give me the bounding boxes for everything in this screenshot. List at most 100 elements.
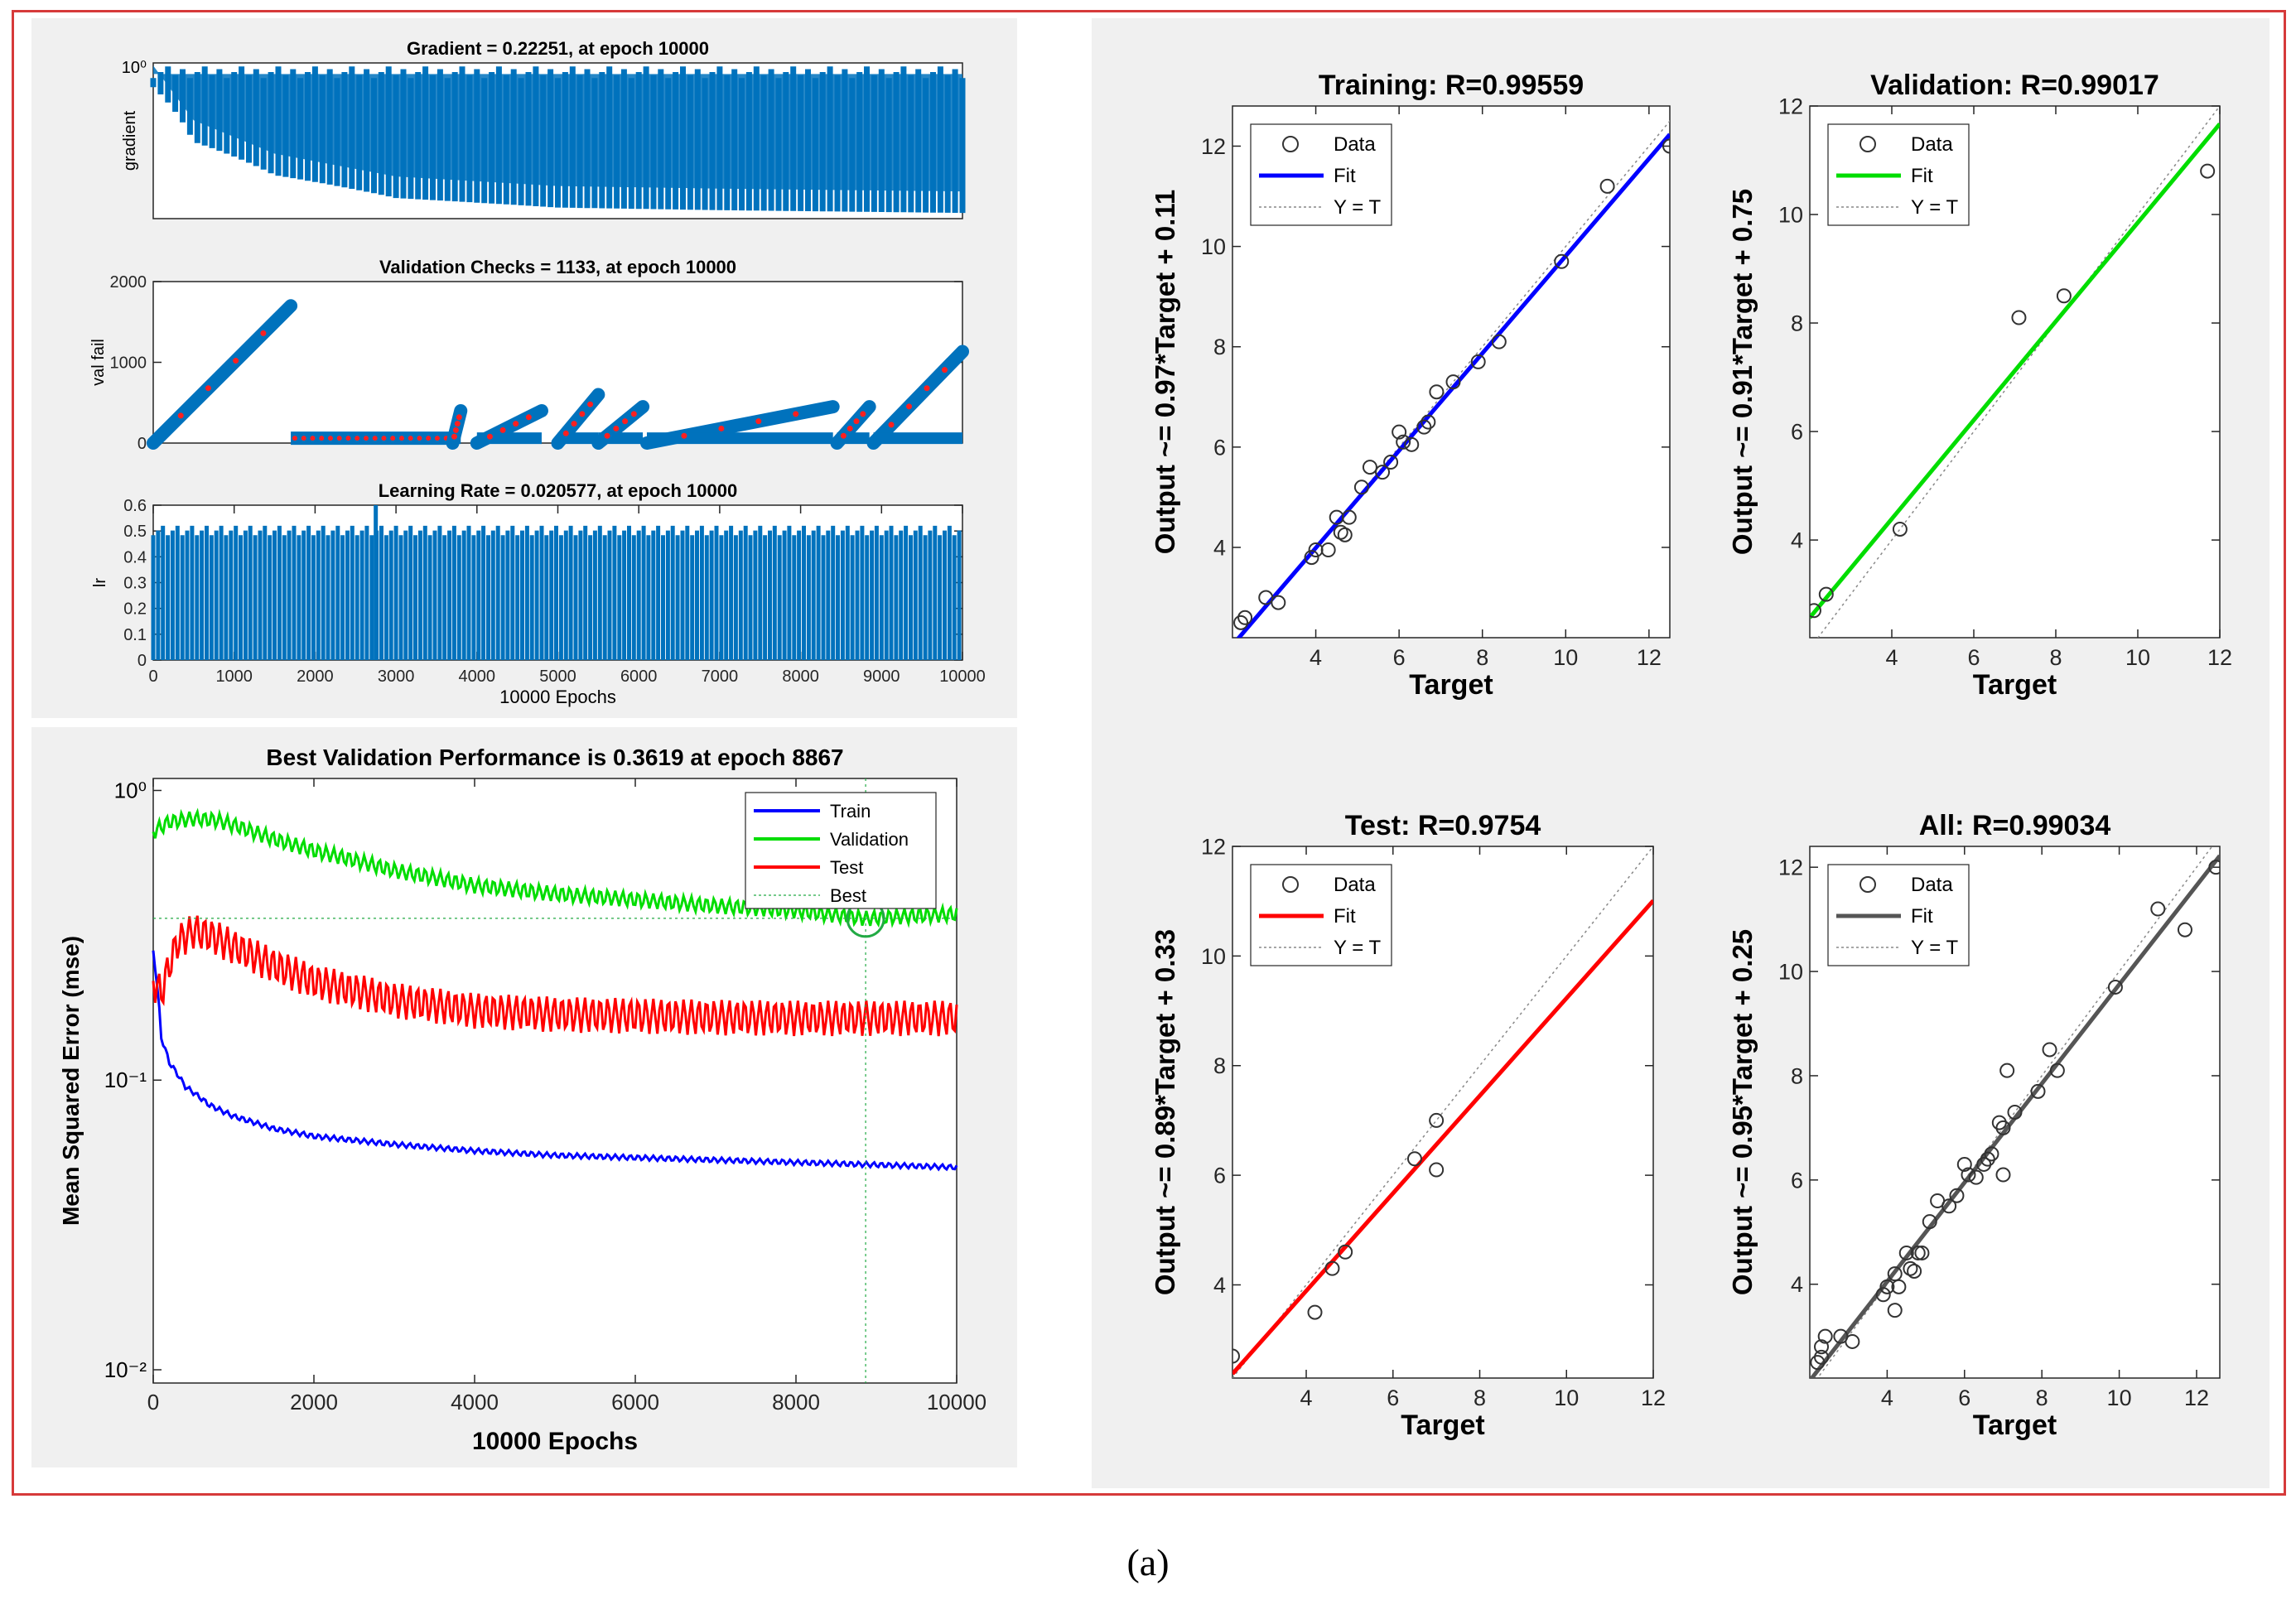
data-point bbox=[1421, 414, 1436, 430]
x-tick-label: 10 bbox=[2107, 1386, 2132, 1410]
test-plot-area bbox=[1232, 846, 1653, 1378]
x-tick-label: 4000 bbox=[451, 1390, 499, 1414]
valfail-title: Validation Checks = 1133, at epoch 10000 bbox=[379, 257, 736, 277]
valfail-mark bbox=[363, 436, 369, 441]
training-title: Training: R=0.99559 bbox=[1319, 70, 1584, 101]
training-legend: Data Fit Y = T bbox=[1250, 123, 1392, 226]
x-tick-label: 4 bbox=[1310, 645, 1322, 670]
x-tick-label: 6 bbox=[1958, 1386, 1970, 1410]
all-xlabel: Target bbox=[1973, 1410, 2057, 1441]
legend-label: Data bbox=[1911, 133, 1953, 156]
valfail-mark bbox=[345, 436, 351, 441]
valfail-mark bbox=[398, 436, 404, 441]
training-ticks: 4 6 8 10 12 4 6 8 10 12 bbox=[1201, 106, 1670, 670]
validation-plot-area bbox=[1810, 106, 2220, 638]
legend-label: Fit bbox=[1911, 165, 1933, 187]
test-title: Test: R=0.9754 bbox=[1345, 810, 1541, 841]
valfail-mark bbox=[177, 412, 184, 419]
test-xlabel: Target bbox=[1401, 1410, 1484, 1441]
legend-marker bbox=[1282, 136, 1299, 152]
performance-legend: Train Validation Test Best bbox=[745, 792, 937, 909]
x-tick-label: 4 bbox=[1885, 645, 1898, 670]
x-tick-label: 8 bbox=[1474, 1386, 1486, 1410]
y-tick-label: 0.5 bbox=[123, 523, 147, 541]
legend-label: Fit bbox=[1334, 905, 1356, 928]
y-tick-label: 10 bbox=[1201, 944, 1226, 969]
performance-xlabel: 10000 Epochs bbox=[472, 1428, 638, 1455]
legend-label: Y = T bbox=[1334, 937, 1381, 959]
training-plot-area bbox=[1233, 119, 1670, 638]
performance-title: Best Validation Performance is 0.3619 at… bbox=[266, 745, 843, 770]
valfail-mark bbox=[860, 411, 866, 417]
data-point bbox=[1949, 1188, 1965, 1203]
valfail-mark bbox=[426, 436, 432, 441]
data-point bbox=[2042, 1042, 2057, 1058]
data-point bbox=[1898, 1245, 1914, 1260]
y-tick-label: 8 bbox=[1213, 335, 1226, 359]
data-point bbox=[1999, 1063, 2015, 1078]
data-point bbox=[1304, 550, 1319, 566]
data-point bbox=[1910, 1245, 1926, 1260]
y-tick-label: 10 bbox=[1778, 202, 1803, 227]
y-tick-label: 10 bbox=[1778, 960, 1803, 985]
data-point bbox=[1887, 1303, 1903, 1318]
data-point bbox=[1956, 1156, 1972, 1172]
data-point bbox=[1307, 1304, 1323, 1320]
valfail-mark bbox=[355, 436, 360, 441]
valfail-mark bbox=[622, 418, 629, 425]
y-tick-label: 8 bbox=[1791, 1063, 1803, 1088]
valfail-mark bbox=[327, 436, 333, 441]
y-tick-label: 12 bbox=[1201, 134, 1226, 159]
valfail-mark bbox=[417, 436, 422, 441]
figure-frame bbox=[12, 10, 2286, 1496]
x-tick-label: 4 bbox=[1300, 1386, 1313, 1410]
data-point bbox=[1892, 521, 1908, 537]
valfail-ylabel: val fail bbox=[89, 339, 108, 386]
valfail-mark bbox=[681, 432, 687, 439]
valfail-mark bbox=[408, 436, 413, 441]
data-point bbox=[1903, 1260, 1918, 1276]
x-tick-label: 0 bbox=[147, 1390, 159, 1414]
valfail-line bbox=[147, 299, 298, 450]
y-tick-label: 4 bbox=[1213, 535, 1226, 560]
y-tick-label: 4 bbox=[1791, 528, 1803, 553]
data-point bbox=[1429, 384, 1445, 400]
valfail-mark bbox=[372, 436, 378, 441]
x-tick-label: 4000 bbox=[459, 667, 496, 686]
valfail-mark bbox=[525, 414, 532, 421]
lr-title: Learning Rate = 0.020577, at epoch 10000 bbox=[379, 480, 738, 501]
data-point bbox=[2200, 163, 2216, 179]
valfail-ramp bbox=[866, 345, 969, 450]
x-tick-label: 8 bbox=[2036, 1386, 2048, 1410]
valfail-ramp bbox=[639, 400, 840, 450]
data-point bbox=[1233, 614, 1249, 630]
valfail-ramp bbox=[551, 388, 605, 450]
data-point bbox=[1845, 1333, 1860, 1349]
valfail-ramp bbox=[470, 404, 548, 450]
legend-marker bbox=[1859, 136, 1876, 152]
data-point bbox=[1984, 1146, 1999, 1162]
data-point bbox=[1396, 434, 1411, 450]
valfail-mark bbox=[434, 436, 440, 441]
valfail-mark bbox=[888, 422, 895, 428]
valfail-mark bbox=[205, 385, 211, 392]
y-tick-label: 10⁻² bbox=[104, 1357, 147, 1382]
data-point bbox=[1320, 542, 1336, 558]
data-point bbox=[1470, 354, 1486, 369]
x-tick-label: 12 bbox=[1641, 1386, 1666, 1410]
data-point bbox=[1445, 374, 1461, 390]
valfail-mark bbox=[233, 358, 239, 364]
valfail-mark bbox=[499, 427, 506, 433]
y-tick-label: 6 bbox=[1791, 1168, 1803, 1193]
data-point bbox=[1362, 460, 1377, 475]
data-point bbox=[1429, 1112, 1445, 1128]
valfail-mark bbox=[755, 418, 762, 425]
data-point bbox=[2177, 922, 2192, 937]
legend-label: Y = T bbox=[1911, 937, 1958, 959]
valfail-mark bbox=[452, 427, 459, 433]
x-tick-label: 6 bbox=[1393, 645, 1406, 670]
valfail-mark bbox=[718, 425, 725, 431]
data-point bbox=[1817, 1328, 1833, 1344]
data-point bbox=[2208, 860, 2220, 875]
all-title: All: R=0.99034 bbox=[1919, 810, 2111, 841]
